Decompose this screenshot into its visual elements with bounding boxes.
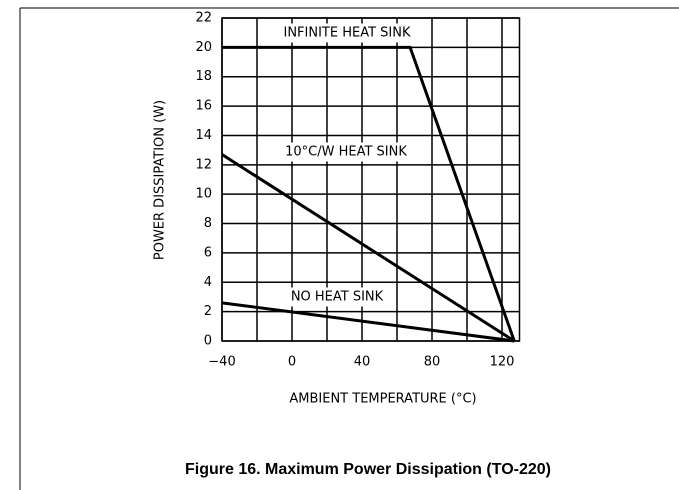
plot-frame <box>221 17 521 342</box>
label-background <box>285 287 389 307</box>
x-axis-label: AMBIENT TEMPERATURE (°C) <box>289 392 476 407</box>
x-tick-label: 0 <box>288 355 296 370</box>
y-tick-label: 20 <box>195 40 212 55</box>
y-tick-label: 2 <box>204 304 212 319</box>
series-line <box>222 45 516 342</box>
y-tick-label: 12 <box>195 157 212 172</box>
y-tick-label: 16 <box>195 99 212 114</box>
series-label: INFINITE HEAT SINK <box>284 26 411 41</box>
x-tick-label: 80 <box>424 355 441 370</box>
series-label: 10°C/W HEAT SINK <box>285 145 407 160</box>
label-background <box>278 23 416 43</box>
x-tick-label: 40 <box>354 355 371 370</box>
caption: Figure 16. Maximum Power Dissipation (TO… <box>185 461 551 478</box>
y-tick-label: 0 <box>204 334 212 349</box>
y-tick-label: 10 <box>195 187 212 202</box>
series-line <box>221 301 515 343</box>
y-axis-label: POWER DISSIPATION (W) <box>153 100 168 260</box>
y-tick-label: 22 <box>195 11 212 26</box>
x-tick-label: −40 <box>208 355 235 370</box>
y-tick-label: 8 <box>204 216 212 231</box>
x-tick-label: 120 <box>490 355 515 370</box>
series-label: NO HEAT SINK <box>291 290 384 305</box>
series-line <box>221 153 516 343</box>
y-tick-label: 14 <box>195 128 212 143</box>
y-tick-label: 18 <box>195 69 212 84</box>
y-tick-label: 6 <box>204 245 212 260</box>
label-background <box>280 142 413 162</box>
y-tick-label: 4 <box>204 275 212 290</box>
